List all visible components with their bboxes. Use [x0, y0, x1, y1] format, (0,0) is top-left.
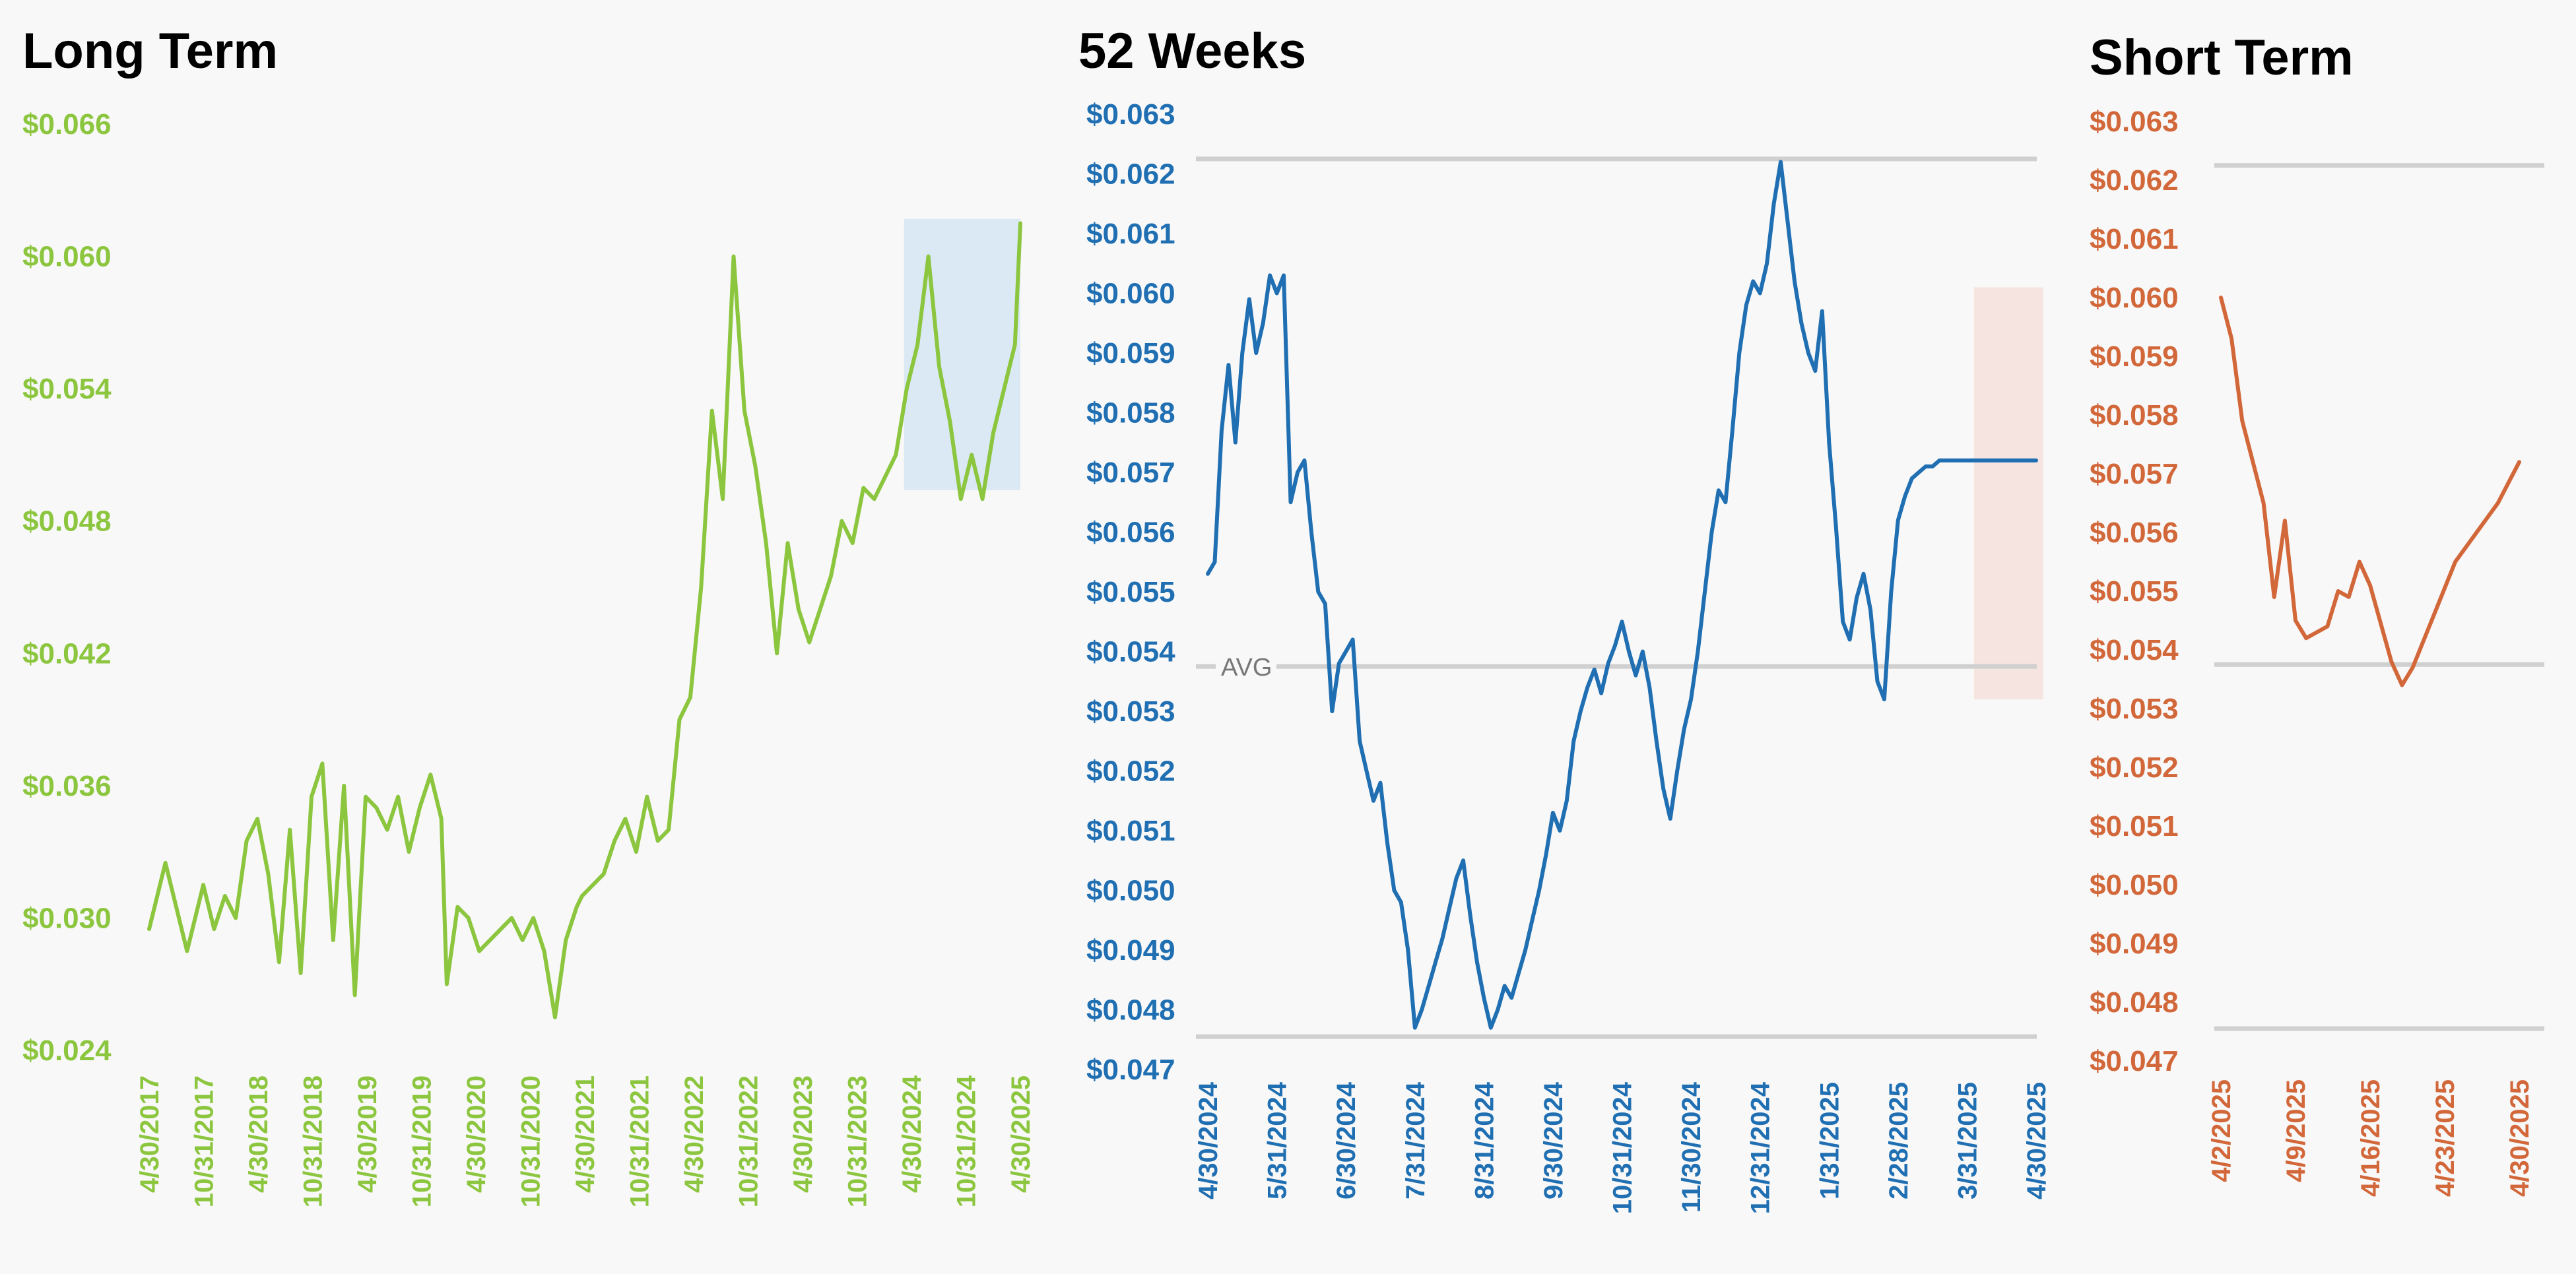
x-tick-label: 4/30/2017	[135, 1075, 164, 1193]
y-tick-label: $0.049	[1086, 934, 1175, 967]
short-term-chart: $0.063 $0.062 $0.061 $0.060 $0.059 $0.058 $0.0…	[2090, 106, 2544, 1197]
y-tick-label: $0.050	[1086, 875, 1175, 907]
x-tick-label: 4/30/2024	[898, 1075, 927, 1193]
y-tick-label: $0.059	[1086, 337, 1175, 369]
x-tick-label: 4/30/2021	[571, 1075, 600, 1193]
x-tick-label: 12/31/2024	[1746, 1081, 1775, 1214]
y-tick-label: $0.024	[22, 1035, 112, 1067]
x-tick-label: 3/31/2025	[1953, 1082, 1982, 1199]
highlight-region	[904, 218, 1020, 490]
x-tick-label: 4/30/2020	[462, 1075, 491, 1193]
y-tick-label: $0.059	[2090, 340, 2179, 373]
y-tick-label: $0.051	[2090, 810, 2179, 843]
52-weeks-panel: 52 Weeks AVG $0.063 $0.062 $0.061 $0.060 $0.0…	[1069, 0, 2059, 1274]
x-tick-label: 10/31/2019	[408, 1075, 437, 1207]
avg-label-bg	[1216, 647, 1276, 684]
y-tick-label: $0.051	[1086, 815, 1175, 847]
x-tick-label: 4/30/2025	[2505, 1079, 2534, 1197]
x-tick-label: 2/28/2025	[1884, 1082, 1913, 1199]
y-tick-label: $0.063	[2090, 106, 2179, 138]
x-tick-label: 10/31/2024	[952, 1075, 981, 1207]
x-tick-label: 10/31/2021	[626, 1075, 655, 1207]
x-tick-label: 8/31/2024	[1470, 1081, 1499, 1199]
long-term-chart: $0.066 $0.060 $0.054 $0.048 $0.042 $0.036 $0.0…	[22, 108, 1036, 1207]
y-tick-label: $0.054	[22, 373, 112, 405]
avg-label: AVG	[1221, 654, 1272, 682]
x-tick-label: 6/30/2024	[1332, 1081, 1361, 1199]
y-tick-label: $0.057	[1086, 457, 1175, 489]
y-tick-label: $0.054	[1086, 636, 1175, 668]
y-tick-label: $0.063	[1086, 98, 1175, 131]
x-tick-label: 4/30/2025	[2022, 1082, 2051, 1199]
x-tick-label: 9/30/2024	[1539, 1081, 1568, 1199]
series-line	[2219, 296, 2521, 687]
y-tick-label: $0.060	[1086, 278, 1175, 310]
y-tick-label: $0.053	[1086, 695, 1175, 728]
y-tick-label: $0.066	[22, 108, 112, 141]
x-tick-label: 10/31/2022	[735, 1075, 764, 1207]
x-tick-label: 10/31/2020	[517, 1075, 546, 1207]
x-tick-label: 4/9/2025	[2282, 1079, 2311, 1182]
y-tick-label: $0.048	[1086, 994, 1175, 1027]
52-weeks-title: 52 Weeks	[1078, 23, 1307, 79]
x-tick-label: 4/30/2025	[1007, 1075, 1036, 1193]
x-tick-label: 4/30/2022	[680, 1075, 709, 1193]
series-line	[147, 221, 1022, 1019]
y-tick-label: $0.042	[22, 637, 112, 670]
y-tick-label: $0.055	[2090, 575, 2179, 608]
x-tick-label: 4/30/2024	[1194, 1081, 1223, 1199]
y-tick-label: $0.060	[22, 241, 112, 273]
y-tick-label: $0.056	[2090, 517, 2179, 549]
x-tick-label: 4/16/2025	[2356, 1079, 2385, 1197]
y-tick-label: $0.058	[2090, 399, 2179, 431]
highlight-region	[1973, 287, 2043, 699]
y-tick-label: $0.060	[2090, 282, 2179, 314]
x-tick-label: 7/31/2024	[1401, 1081, 1430, 1199]
y-tick-label: $0.047	[2090, 1045, 2179, 1077]
y-tick-label: $0.048	[22, 505, 112, 538]
y-tick-label: $0.036	[22, 770, 112, 802]
series-line	[1206, 160, 2038, 1030]
y-tick-label: $0.047	[1086, 1054, 1175, 1086]
y-tick-label: $0.061	[2090, 223, 2179, 255]
long-term-title: Long Term	[22, 23, 279, 79]
y-tick-label: $0.052	[1086, 755, 1175, 788]
x-tick-label: 4/2/2025	[2207, 1079, 2236, 1182]
x-tick-label: 4/23/2025	[2431, 1079, 2460, 1197]
x-tick-label: 5/31/2024	[1263, 1081, 1292, 1199]
y-tick-label: $0.058	[1086, 397, 1175, 430]
x-tick-label: 10/31/2024	[1608, 1081, 1637, 1214]
x-tick-label: 10/31/2018	[299, 1075, 328, 1207]
y-tick-label: $0.057	[2090, 458, 2179, 490]
y-tick-label: $0.061	[1086, 218, 1175, 250]
x-tick-label: 11/30/2024	[1677, 1081, 1706, 1213]
x-tick-label: 1/31/2025	[1815, 1082, 1844, 1199]
x-tick-label: 4/30/2018	[244, 1075, 273, 1193]
y-tick-label: $0.062	[1086, 158, 1175, 191]
y-tick-label: $0.062	[2090, 164, 2179, 197]
y-tick-label: $0.053	[2090, 693, 2179, 725]
short-term-title: Short Term	[2090, 30, 2354, 86]
x-tick-label: 4/30/2019	[353, 1075, 382, 1193]
y-tick-label: $0.049	[2090, 928, 2179, 960]
y-tick-label: $0.055	[1086, 576, 1175, 608]
y-tick-label: $0.056	[1086, 517, 1175, 549]
y-tick-label: $0.048	[2090, 986, 2179, 1019]
x-tick-label: 4/30/2023	[789, 1075, 818, 1193]
x-tick-label: 10/31/2023	[843, 1075, 873, 1207]
y-tick-label: $0.030	[22, 902, 112, 934]
long-term-panel: Long Term $0.066 $0.060 $0.054 $0.048 $0.042…	[0, 0, 1069, 1274]
y-tick-label: $0.050	[2090, 869, 2179, 901]
y-tick-label: $0.054	[2090, 634, 2179, 666]
short-term-panel: Short Term $0.063 $0.062 $0.061 $0.060 $0.05…	[2059, 0, 2576, 1274]
x-tick-label: 10/31/2017	[190, 1075, 219, 1207]
52-weeks-chart: AVG $0.063 $0.062 $0.061 $0.060 $0.059 $0.058 $…	[1086, 98, 2051, 1214]
y-tick-label: $0.052	[2090, 751, 2179, 784]
